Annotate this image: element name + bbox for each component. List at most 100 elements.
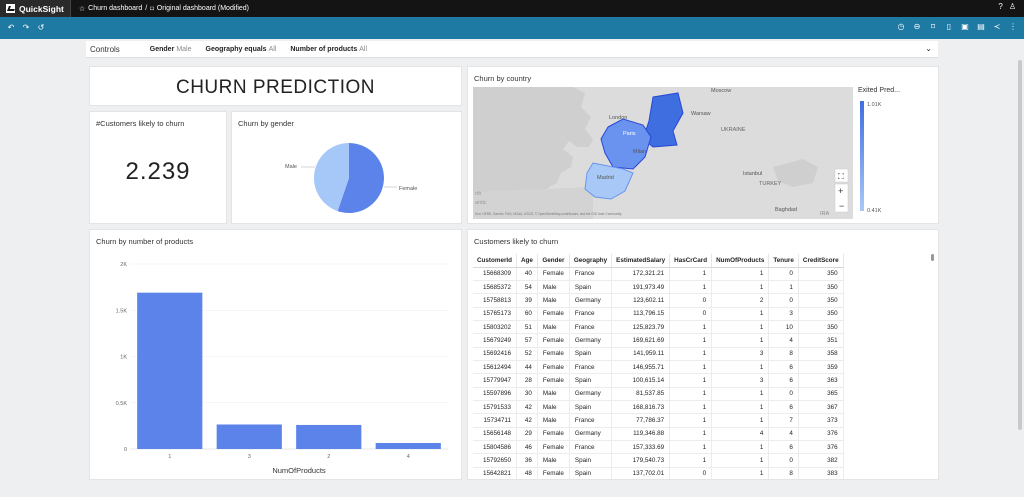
- control-geography[interactable]: Geography equals All: [206, 46, 277, 53]
- bar-product-2[interactable]: [296, 424, 362, 449]
- save-icon[interactable]: ▣: [961, 22, 969, 31]
- kpi-visual[interactable]: #Customers likely to churn 2.239: [89, 111, 227, 224]
- control-products[interactable]: Number of products All: [290, 46, 367, 53]
- table-row[interactable]: 15791533 42 Male Spain 168,816.73 1 1 6 367: [473, 400, 844, 415]
- column-header[interactable]: Gender: [537, 254, 570, 268]
- bar-product-4[interactable]: [375, 442, 441, 449]
- table-row[interactable]: 15679249 57 Female Germany 169,621.69 1 1 4 351: [473, 333, 844, 348]
- table-row[interactable]: 15685372 54 Male Spain 191,973.49 1 1 1 350: [473, 280, 844, 295]
- map-country-spain[interactable]: [584, 162, 634, 200]
- table-cell: Female: [537, 467, 570, 479]
- table-cell: 172,321.21: [611, 267, 671, 281]
- dashboard-title: CHURN PREDICTION: [175, 77, 376, 98]
- controls-bar[interactable]: Controls Gender Male Geography equals All …: [86, 41, 938, 58]
- table-title: Customers likely to churn: [474, 237, 559, 246]
- user-icon[interactable]: ♙: [1008, 2, 1016, 11]
- map-zoom-in-button[interactable]: +: [838, 186, 843, 196]
- bar-chart-visual[interactable]: Churn by number of products 0 0.5K 1K 1.5K 2…: [89, 229, 462, 480]
- table-row[interactable]: 15792650 36 Male Spain 179,540.73 1 1 0 382: [473, 453, 844, 468]
- map-canvas[interactable]: Moscow Warsaw London Paris UKRAINE Milan…: [473, 87, 853, 219]
- map-sea-south: [473, 187, 593, 219]
- table-row[interactable]: 15668309 40 Female France 172,321.21 1 1 0 350: [473, 267, 844, 281]
- table-cell: Female: [537, 333, 570, 348]
- table-cell: Spain: [569, 347, 613, 361]
- map-country-germany[interactable]: [642, 92, 684, 148]
- map-zoom-out-button[interactable]: −: [839, 201, 844, 211]
- y-tick-label: 1.5K: [116, 308, 128, 314]
- table-cell: 0: [768, 453, 799, 468]
- table-cell: France: [569, 360, 613, 375]
- table-row[interactable]: 15734711 42 Male France 77,786.37 1 1 7 373: [473, 413, 844, 428]
- undo-icon[interactable]: ↶: [7, 23, 15, 32]
- table-cell: France: [569, 267, 613, 281]
- table-cell: 15668309: [473, 267, 517, 281]
- table-cell: 373: [798, 413, 844, 428]
- gender-pie-visual[interactable]: Churn by gender Male Female: [231, 111, 462, 224]
- table-cell: 0: [768, 267, 799, 281]
- bookmarks-icon[interactable]: ⌑: [930, 22, 936, 31]
- table-row[interactable]: 15779947 28 Female Spain 100,615.14 1 3 6 363: [473, 373, 844, 388]
- bar-product-1[interactable]: [137, 292, 203, 449]
- quicksight-logo[interactable]: QuickSight: [0, 0, 71, 17]
- map-label-turkey: TURKEY: [759, 181, 782, 187]
- table-cell: 1: [669, 373, 713, 388]
- table-visual[interactable]: Customers likely to churn CustomerId Age G…: [467, 229, 939, 480]
- table-row[interactable]: 15804586 46 Female France 157,333.69 1 1 6 376: [473, 440, 844, 455]
- column-header[interactable]: CustomerId: [473, 254, 517, 268]
- pie-slice-male[interactable]: [313, 142, 349, 212]
- table-cell: 1: [669, 267, 713, 281]
- table-cell: Germany: [569, 293, 613, 308]
- table-cell: 42: [516, 400, 538, 415]
- table-row[interactable]: 15612494 44 Female France 146,955.71 1 1 6 359: [473, 360, 844, 375]
- table-cell: 1: [669, 280, 713, 295]
- table-cell: Female: [537, 347, 570, 361]
- map-label-ira: IRA: [820, 211, 830, 217]
- pie-slice-female[interactable]: [337, 143, 384, 213]
- table-row[interactable]: 15642821 48 Female Spain 137,702.01 0 1 8 383: [473, 467, 844, 479]
- table-cell: 146,955.71: [611, 360, 671, 375]
- map-country-france[interactable]: [600, 118, 652, 170]
- column-header[interactable]: EstimatedSalary: [611, 254, 671, 268]
- chevron-down-icon[interactable]: ⌄: [925, 44, 932, 53]
- control-gender[interactable]: Gender Male: [150, 46, 192, 53]
- help-icon[interactable]: ?: [998, 2, 1003, 11]
- map-fit-button[interactable]: [834, 168, 849, 183]
- table-row[interactable]: 15692416 52 Female Spain 141,959.11 1 3 8 358: [473, 347, 844, 361]
- table-cell: 125,823.79: [611, 320, 671, 335]
- column-header[interactable]: Age: [516, 254, 538, 268]
- export-icon[interactable]: ▤: [977, 22, 985, 31]
- bookmark-icon[interactable]: ⌑: [150, 5, 154, 13]
- breadcrumb-sheet[interactable]: Original dashboard (Modified): [156, 5, 250, 12]
- table-row[interactable]: 15803202 51 Male France 125,823.79 1 1 10 350: [473, 320, 844, 335]
- page-scrollbar[interactable]: [1018, 60, 1022, 430]
- column-header[interactable]: CreditScore: [798, 254, 844, 268]
- column-header[interactable]: NumOfProducts: [711, 254, 770, 268]
- table-scrollbar[interactable]: [931, 254, 934, 261]
- y-tick-label: 1K: [120, 355, 127, 361]
- table-cell: 4: [711, 427, 770, 441]
- star-icon[interactable]: ☆: [78, 5, 86, 13]
- breadcrumb-dashboard[interactable]: Churn dashboard: [88, 5, 143, 12]
- table-cell: 0: [768, 387, 799, 401]
- threshold-icon[interactable]: ▯: [946, 22, 952, 31]
- bar-product-3[interactable]: [216, 424, 282, 449]
- redo-icon[interactable]: ↷: [22, 23, 30, 32]
- column-header[interactable]: HasCrCard: [669, 254, 713, 268]
- title-visual[interactable]: CHURN PREDICTION: [89, 66, 462, 106]
- table-row[interactable]: 15597896 30 Male Germany 81,537.85 1 1 0 365: [473, 387, 844, 401]
- table-row[interactable]: 15765173 60 Female France 113,796.15 0 1 3 350: [473, 307, 844, 321]
- schedule-icon[interactable]: ◷: [897, 22, 905, 31]
- alerts-icon[interactable]: ⊖: [913, 22, 921, 31]
- column-header[interactable]: Tenure: [768, 254, 799, 268]
- column-header[interactable]: Geography: [569, 254, 613, 268]
- table-row[interactable]: 15758813 39 Male Germany 123,602.11 0 2 0 350: [473, 293, 844, 308]
- table-row[interactable]: 15656148 29 Female Germany 119,346.88 1 4 4 376: [473, 427, 844, 441]
- map-visual[interactable]: Churn by country Moscow Warsaw London Pa…: [467, 66, 939, 224]
- table-cell: 1: [711, 280, 770, 295]
- share-icon[interactable]: ≺: [993, 22, 1001, 31]
- table-cell: Spain: [569, 400, 613, 415]
- kpi-value: 2.239: [125, 158, 191, 185]
- settings-icon[interactable]: ⋮: [1009, 22, 1017, 31]
- reset-icon[interactable]: ↺: [37, 23, 45, 32]
- table-cell: 119,346.88: [611, 427, 671, 441]
